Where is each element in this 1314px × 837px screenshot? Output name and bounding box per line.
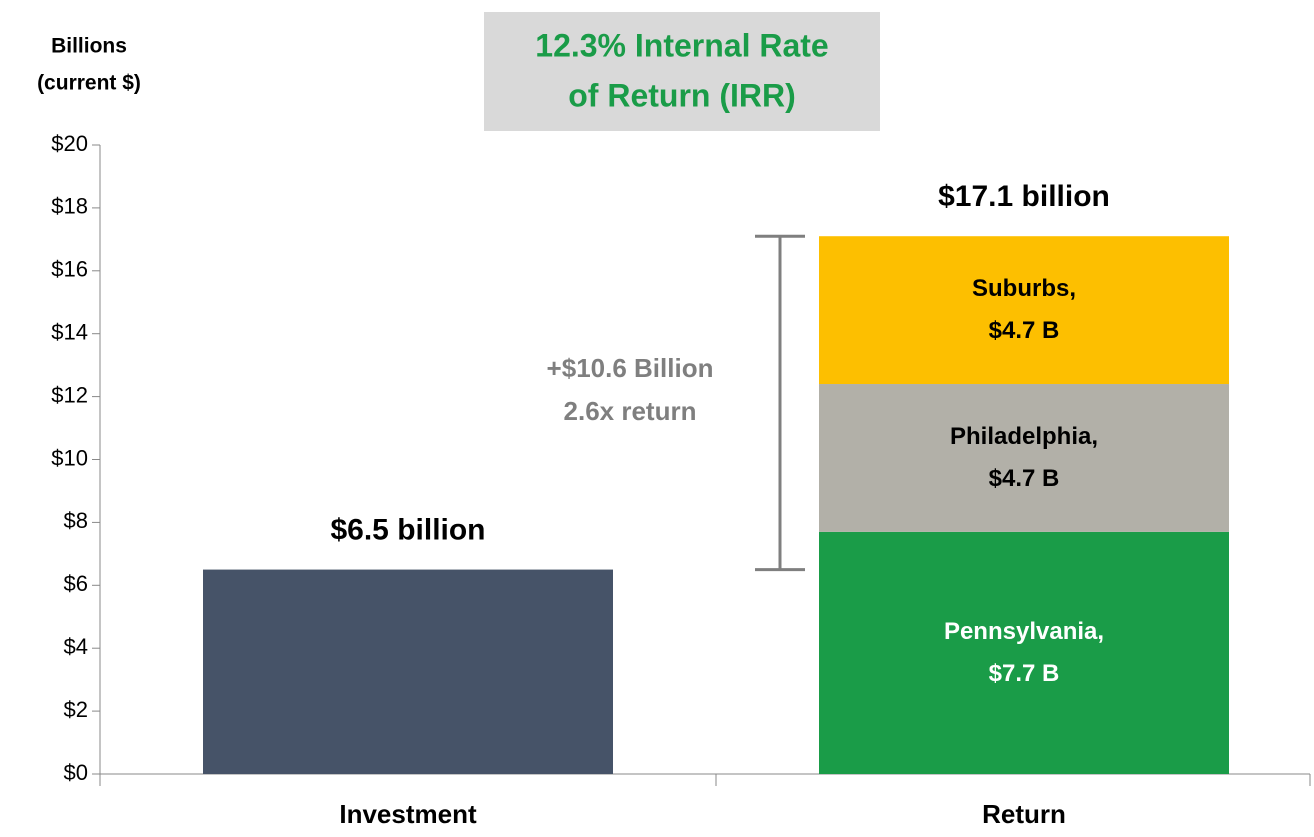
y-tick-label: $10 bbox=[51, 445, 88, 470]
total-label: $17.1 billion bbox=[938, 180, 1110, 213]
bar-label: Pennsylvania, $7.7 B bbox=[944, 618, 1104, 687]
bar-label: Suburbs, $4.7 B bbox=[972, 275, 1076, 344]
bar-segment bbox=[819, 531, 1229, 774]
y-axis-label: (current $) bbox=[37, 72, 141, 95]
callout-line: of Return (IRR) bbox=[568, 77, 796, 113]
y-tick-label: $6 bbox=[64, 571, 88, 596]
y-tick-label: $4 bbox=[64, 634, 88, 659]
y-tick-label: $0 bbox=[64, 760, 88, 785]
bracket-label: 2.6x return bbox=[564, 396, 697, 426]
x-tick-label: Investment bbox=[339, 799, 477, 829]
y-tick-label: $16 bbox=[51, 257, 88, 282]
bar-segment bbox=[203, 569, 613, 774]
y-tick-label: $14 bbox=[51, 320, 88, 345]
y-tick-label: $18 bbox=[51, 194, 88, 219]
total-label: $6.5 billion bbox=[330, 513, 485, 546]
callout-box bbox=[484, 12, 880, 131]
y-tick-label: $20 bbox=[51, 131, 88, 156]
bar-segment bbox=[819, 236, 1229, 385]
y-tick-label: $8 bbox=[64, 508, 88, 533]
y-axis-label: Billions bbox=[51, 35, 127, 58]
bar-segment bbox=[819, 384, 1229, 532]
bracket-label: +$10.6 Billion bbox=[547, 353, 714, 383]
x-tick-label: Return bbox=[982, 799, 1066, 829]
y-tick-label: $12 bbox=[51, 382, 88, 407]
bar-label: Philadelphia, $4.7 B bbox=[950, 423, 1098, 492]
callout-line: 12.3% Internal Rate bbox=[535, 27, 828, 63]
y-tick-label: $2 bbox=[64, 697, 88, 722]
